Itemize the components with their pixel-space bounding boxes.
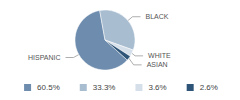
svg-text:60.5%: 60.5% <box>37 83 60 92</box>
svg-text:2.6%: 2.6% <box>200 83 218 92</box>
svg-text:ASIAN: ASIAN <box>147 61 168 68</box>
svg-text:WHITE: WHITE <box>148 52 171 59</box>
svg-text:BLACK: BLACK <box>145 13 168 20</box>
svg-text:HISPANIC: HISPANIC <box>28 54 61 61</box>
svg-text:3.6%: 3.6% <box>148 83 166 92</box>
svg-text:33.3%: 33.3% <box>93 83 116 92</box>
